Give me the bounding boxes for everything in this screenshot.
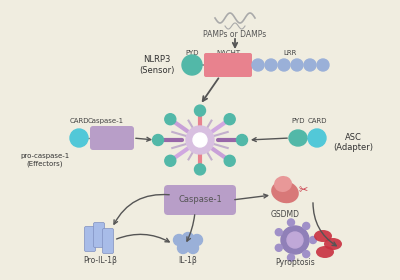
Circle shape	[288, 254, 294, 261]
Circle shape	[317, 59, 329, 71]
FancyArrowPatch shape	[114, 195, 169, 224]
Circle shape	[252, 59, 264, 71]
Circle shape	[303, 251, 310, 258]
Text: NACHT: NACHT	[216, 50, 240, 56]
Text: IL-1β: IL-1β	[179, 256, 197, 265]
FancyArrowPatch shape	[203, 78, 218, 101]
Circle shape	[304, 59, 316, 71]
FancyBboxPatch shape	[94, 223, 104, 248]
Text: CARD: CARD	[69, 118, 89, 124]
Text: Pro-IL-1β: Pro-IL-1β	[83, 256, 117, 265]
Ellipse shape	[314, 230, 332, 242]
FancyArrowPatch shape	[235, 194, 268, 200]
FancyBboxPatch shape	[84, 227, 96, 251]
Text: PAMPs or DAMPs: PAMPs or DAMPs	[203, 30, 267, 39]
FancyArrowPatch shape	[313, 203, 336, 246]
Circle shape	[178, 242, 188, 253]
Text: Caspase-1: Caspase-1	[88, 118, 124, 124]
Text: Pyroptosis: Pyroptosis	[275, 258, 315, 267]
Ellipse shape	[324, 238, 342, 250]
Ellipse shape	[316, 246, 334, 258]
Ellipse shape	[289, 130, 307, 146]
FancyBboxPatch shape	[204, 53, 252, 77]
Text: pro-caspase-1
(Effectors): pro-caspase-1 (Effectors)	[20, 153, 69, 167]
Circle shape	[275, 229, 282, 236]
Text: NLRP3
(Sensor): NLRP3 (Sensor)	[140, 55, 175, 75]
Circle shape	[236, 134, 248, 146]
Text: ASC
(Adapter): ASC (Adapter)	[333, 133, 373, 152]
FancyBboxPatch shape	[164, 185, 236, 215]
Circle shape	[275, 244, 282, 251]
Circle shape	[194, 105, 206, 116]
Circle shape	[165, 155, 176, 166]
Circle shape	[224, 114, 235, 125]
Circle shape	[291, 59, 303, 71]
Circle shape	[193, 133, 207, 147]
Circle shape	[194, 164, 206, 175]
Text: PYD: PYD	[291, 118, 305, 124]
FancyArrowPatch shape	[233, 39, 237, 47]
Circle shape	[70, 129, 88, 147]
Circle shape	[288, 219, 294, 226]
Text: LRR: LRR	[283, 50, 297, 56]
Circle shape	[182, 232, 194, 244]
Text: CARD: CARD	[307, 118, 327, 124]
Ellipse shape	[271, 181, 299, 203]
Circle shape	[265, 59, 277, 71]
Circle shape	[224, 155, 235, 166]
FancyArrowPatch shape	[187, 215, 195, 241]
Circle shape	[165, 114, 176, 125]
FancyArrowPatch shape	[116, 234, 169, 242]
Circle shape	[174, 235, 184, 246]
Circle shape	[278, 59, 290, 71]
Circle shape	[308, 129, 326, 147]
Circle shape	[186, 126, 214, 154]
Circle shape	[287, 232, 303, 248]
FancyBboxPatch shape	[90, 126, 134, 150]
FancyBboxPatch shape	[102, 228, 114, 253]
Circle shape	[188, 242, 198, 253]
Text: PYD: PYD	[185, 50, 199, 56]
Ellipse shape	[274, 176, 292, 192]
Circle shape	[152, 134, 164, 146]
FancyArrowPatch shape	[136, 137, 151, 141]
Circle shape	[281, 226, 309, 254]
Circle shape	[303, 222, 310, 229]
FancyArrowPatch shape	[252, 138, 287, 142]
Text: Caspase-1: Caspase-1	[178, 195, 222, 204]
Circle shape	[310, 237, 316, 244]
Circle shape	[192, 235, 202, 246]
Text: GSDMD: GSDMD	[270, 210, 300, 219]
Text: ✂: ✂	[298, 185, 308, 195]
Circle shape	[182, 55, 202, 75]
